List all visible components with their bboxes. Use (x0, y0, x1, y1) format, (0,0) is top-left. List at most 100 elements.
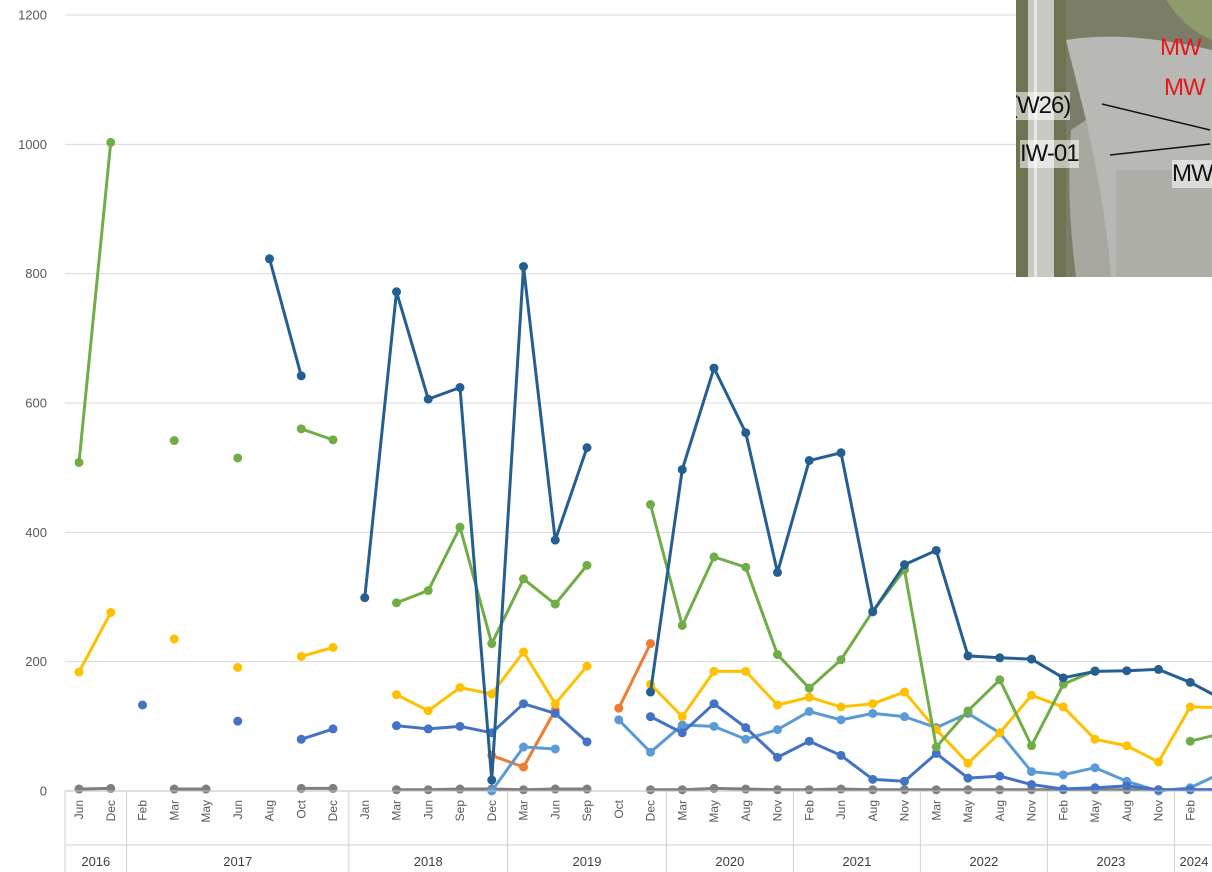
data-point (519, 699, 528, 709)
data-point (836, 448, 846, 458)
x-tick-label: May (1088, 800, 1102, 823)
series-line (299, 427, 335, 442)
data-point (868, 699, 878, 709)
inset-label-mw-2: MW (1164, 74, 1206, 101)
data-point (773, 752, 782, 762)
data-point (963, 706, 973, 716)
series-line (1188, 734, 1212, 743)
data-point (1058, 770, 1068, 780)
data-point (1090, 763, 1100, 773)
data-point (1154, 757, 1163, 767)
x-tick-label: Dec (485, 800, 499, 821)
data-point (836, 655, 846, 665)
y-axis: 0 200 400 600 800 1000 1200 (18, 8, 47, 799)
data-point (296, 371, 306, 381)
x-tick-label: Mar (517, 800, 531, 821)
data-point (296, 734, 306, 744)
data-point (455, 784, 465, 794)
data-point (709, 666, 719, 676)
series-line (490, 708, 557, 769)
data-point (646, 747, 655, 757)
x-tick-label: Nov (771, 800, 785, 821)
data-point (328, 783, 338, 793)
data-point (646, 639, 655, 649)
data-point (550, 784, 560, 794)
data-point (487, 689, 497, 699)
inset-label-w26: (W26) (1016, 92, 1071, 120)
data-point (646, 712, 655, 722)
data-point (741, 784, 751, 794)
data-point (1027, 741, 1036, 751)
x-tick-label: Feb (1183, 800, 1197, 821)
data-point (741, 723, 751, 733)
data-point (296, 651, 306, 661)
data-point (423, 785, 433, 795)
x-tick-label: Aug (739, 800, 753, 821)
data-point (963, 773, 973, 783)
data-point (709, 783, 719, 793)
x-tick-label: Oct (612, 799, 626, 818)
x-tick-label: Jun (421, 800, 435, 819)
x-tick-label: Aug (1120, 800, 1134, 821)
x-tick-label: Jun (231, 800, 245, 819)
y-tick-label: 0 (40, 784, 47, 799)
data-point (519, 574, 528, 584)
data-point (392, 598, 401, 608)
data-point (773, 700, 782, 710)
y-tick-label: 1200 (18, 8, 47, 23)
data-point (677, 728, 687, 738)
x-tick-label: May (707, 800, 721, 823)
x-tick-label: May (199, 800, 213, 823)
x-tick-label: Mar (675, 800, 689, 821)
data-point (963, 758, 973, 768)
data-point (900, 687, 909, 697)
data-point (423, 706, 433, 716)
y-tick-label: 1000 (18, 137, 47, 152)
data-point (963, 651, 973, 661)
data-point (1185, 677, 1195, 687)
data-point (1154, 664, 1163, 674)
data-point (900, 560, 909, 570)
data-point (1122, 666, 1132, 676)
data-point (1154, 785, 1163, 795)
data-point (1185, 785, 1195, 795)
data-point (519, 262, 528, 272)
x-tick-label: Jan (358, 800, 372, 819)
data-point (931, 545, 941, 555)
data-point (1185, 702, 1195, 712)
data-point (709, 552, 719, 562)
data-point (868, 774, 878, 784)
series-line (299, 727, 335, 741)
data-point (804, 785, 814, 795)
year-label: 2023 (1096, 854, 1125, 869)
data-point (423, 724, 433, 734)
data-point (455, 522, 465, 532)
x-tick-label: Dec (644, 800, 658, 821)
data-point (360, 593, 370, 603)
y-tick-label: 200 (25, 654, 47, 669)
data-point (614, 715, 624, 725)
data-point (804, 456, 814, 466)
data-point (328, 435, 338, 445)
series-3 (74, 608, 1212, 768)
data-point (233, 662, 243, 672)
data-point (741, 562, 751, 572)
data-point (677, 465, 687, 475)
x-tick-label: Aug (993, 800, 1007, 821)
data-point (868, 708, 878, 718)
data-point (550, 599, 560, 609)
year-label: 2019 (573, 854, 602, 869)
data-point (677, 620, 687, 630)
data-point (582, 443, 592, 453)
x-tick-label: Oct (294, 799, 308, 818)
data-point (169, 436, 179, 446)
data-point (995, 771, 1005, 781)
data-point (773, 785, 782, 795)
x-tick-label: Mar (167, 800, 181, 821)
x-tick-label: May (961, 800, 975, 823)
year-label: 2017 (223, 854, 252, 869)
data-point (1090, 734, 1100, 744)
data-point (614, 703, 624, 713)
x-axis: Jun Dec Feb Mar May Jun Aug Oct Dec Jan Mar Jun Sep D… (64, 790, 1212, 872)
data-point (487, 775, 497, 785)
